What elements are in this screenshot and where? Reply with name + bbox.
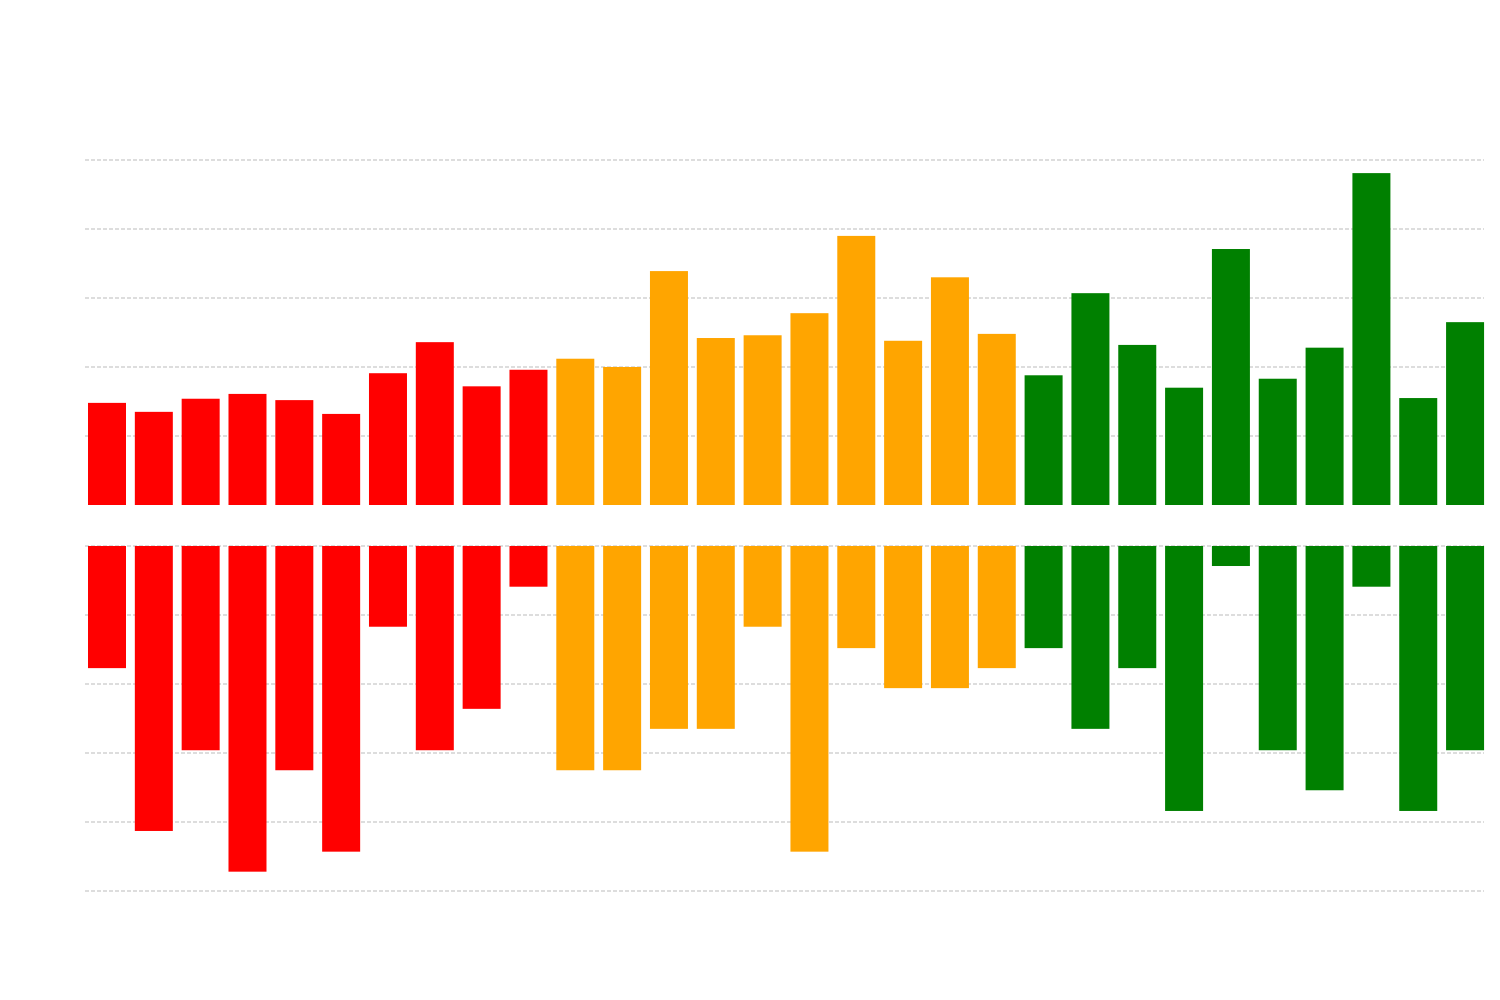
upper-bar-10: [509, 369, 548, 505]
upper-bar-11: [556, 358, 595, 505]
lower-bar-10: [509, 546, 548, 587]
upper-bar-21: [1024, 375, 1063, 505]
lower-bar-2: [134, 546, 173, 831]
lower-bar-17: [837, 546, 876, 649]
upper-bar-28: [1352, 173, 1391, 506]
lower-bar-26: [1258, 546, 1297, 751]
lower-bar-3: [181, 546, 220, 751]
upper-bar-25: [1211, 249, 1250, 505]
upper-bar-22: [1071, 293, 1110, 505]
lower-bar-18: [884, 546, 923, 689]
lower-bar-5: [275, 546, 314, 771]
lower-bar-9: [462, 546, 501, 709]
lower-bar-13: [649, 546, 688, 729]
lower-bar-7: [368, 546, 407, 627]
lower-bar-8: [415, 546, 454, 751]
bars: [88, 173, 1485, 872]
lower-bar-22: [1071, 546, 1110, 729]
upper-bar-13: [649, 271, 688, 505]
upper-bar-1: [88, 402, 126, 505]
upper-bar-3: [181, 398, 220, 505]
upper-bar-18: [884, 340, 923, 505]
lower-bar-16: [790, 546, 829, 852]
lower-bar-12: [603, 546, 642, 771]
lower-bar-19: [930, 546, 969, 689]
upper-bar-12: [603, 367, 642, 505]
upper-bar-16: [790, 313, 829, 505]
upper-bar-14: [696, 338, 735, 505]
lower-bar-24: [1165, 546, 1204, 811]
upper-bar-4: [228, 393, 267, 505]
upper-bar-29: [1399, 398, 1438, 505]
lower-bar-6: [322, 546, 361, 852]
upper-bar-20: [977, 333, 1016, 505]
lower-bar-29: [1399, 546, 1438, 811]
upper-bar-19: [930, 277, 969, 505]
lower-bar-30: [1446, 546, 1485, 751]
upper-bar-5: [275, 400, 314, 505]
upper-bar-7: [368, 373, 407, 505]
upper-bar-24: [1165, 387, 1204, 505]
lower-bar-21: [1024, 546, 1063, 649]
upper-bar-6: [322, 413, 361, 505]
upper-bar-23: [1118, 344, 1157, 505]
lower-bar-20: [977, 546, 1016, 669]
gridlines: [85, 159, 1484, 892]
lower-bar-27: [1305, 546, 1344, 791]
lower-bar-25: [1211, 546, 1250, 567]
upper-bar-8: [415, 342, 454, 505]
upper-bar-17: [837, 235, 876, 505]
lower-bar-14: [696, 546, 735, 729]
lower-bar-23: [1118, 546, 1157, 669]
upper-bar-27: [1305, 347, 1344, 505]
upper-bar-30: [1446, 322, 1485, 505]
lower-bar-28: [1352, 546, 1391, 587]
lower-bar-15: [743, 546, 782, 627]
upper-bar-2: [134, 411, 173, 505]
lower-bar-11: [556, 546, 595, 771]
upper-bar-9: [462, 386, 501, 505]
upper-bar-15: [743, 335, 782, 505]
lower-bar-4: [228, 546, 267, 872]
upper-bar-26: [1258, 378, 1297, 505]
lower-bar-1: [88, 546, 126, 669]
